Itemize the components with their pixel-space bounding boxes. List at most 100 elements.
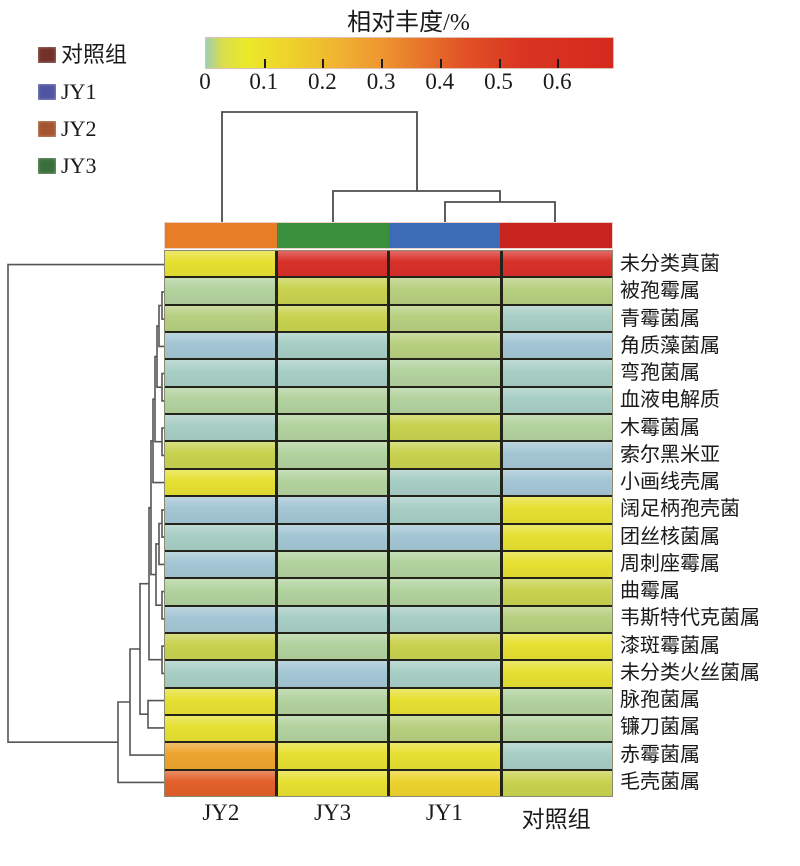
heatmap-cell bbox=[165, 770, 275, 796]
heatmap-cell bbox=[390, 360, 500, 386]
row-label: 赤霉菌属 bbox=[620, 743, 700, 766]
heatmap-cell bbox=[390, 606, 500, 632]
strip-segment-JY2 bbox=[165, 223, 277, 248]
legend-label: JY2 bbox=[61, 116, 97, 141]
colorbar-tick bbox=[263, 59, 266, 68]
legend-swatch bbox=[38, 84, 56, 100]
colorbar-tick bbox=[557, 59, 560, 68]
row-label: 弯孢菌属 bbox=[620, 362, 700, 384]
colorbar-tick bbox=[498, 59, 501, 68]
heatmap-cell bbox=[277, 469, 387, 496]
heatmap-cell bbox=[502, 333, 612, 359]
heatmap-cell bbox=[390, 497, 500, 523]
row-label: 阔足柄孢壳菌 bbox=[620, 498, 740, 521]
strip-segment-JY3 bbox=[276, 223, 389, 248]
heatmap-cell bbox=[165, 360, 275, 386]
heatmap-cell bbox=[277, 579, 387, 605]
heatmap-cell bbox=[390, 442, 500, 468]
heatmap-cell bbox=[502, 415, 612, 441]
colorbar-tick-label: 0.3 bbox=[366, 69, 396, 94]
row-label: 韦斯特代克菌属 bbox=[620, 607, 760, 630]
strip-segment-JY1 bbox=[388, 223, 501, 248]
row-label: 未分类火丝菌属 bbox=[620, 661, 760, 684]
heatmap-cell bbox=[502, 743, 612, 769]
legend-swatch bbox=[38, 47, 56, 63]
heatmap-cell bbox=[165, 387, 275, 414]
legend-swatch bbox=[38, 121, 56, 137]
heatmap-cell bbox=[502, 305, 612, 332]
row-dendrogram bbox=[7, 263, 165, 784]
colorbar-tick-label: 0 bbox=[199, 69, 211, 94]
legend-label: JY1 bbox=[61, 79, 97, 104]
column-label: JY3 bbox=[314, 800, 352, 825]
legend-label: 对照组 bbox=[61, 42, 128, 67]
heatmap-cell bbox=[165, 606, 275, 632]
heatmap-cell bbox=[277, 770, 387, 796]
heatmap-cell bbox=[165, 278, 275, 304]
heatmap-cell bbox=[502, 551, 612, 578]
row-label: 小画线壳属 bbox=[620, 471, 720, 493]
heatmap-cell bbox=[390, 415, 500, 441]
heatmap-cell bbox=[502, 524, 612, 550]
heatmap-cell bbox=[502, 251, 612, 277]
heatmap-cell bbox=[390, 688, 500, 714]
column-label: JY1 bbox=[425, 800, 463, 825]
heatmap-cell bbox=[390, 579, 500, 605]
heatmap-cell bbox=[165, 579, 275, 605]
heatmap-cell bbox=[390, 524, 500, 550]
heatmap-cell bbox=[165, 715, 275, 742]
heatmap-cell bbox=[277, 360, 387, 386]
heatmap-cell bbox=[277, 661, 387, 687]
heatmap-cell bbox=[390, 715, 500, 742]
heatmap-cell bbox=[502, 579, 612, 605]
heatmap-cell bbox=[502, 278, 612, 304]
heatmap-cell bbox=[165, 497, 275, 523]
heatmap-cell bbox=[277, 305, 387, 332]
heatmap-cell bbox=[502, 497, 612, 523]
row-labels: 未分类真菌 被孢霉属 青霉菌属 角质藻菌属 弯孢菌属 血液电解质 木霉菌属 索尔黑米亚 小画线壳… bbox=[620, 251, 798, 796]
colorbar-tick-label: 0.5 bbox=[484, 69, 513, 94]
heatmap-cell bbox=[502, 442, 612, 468]
colorbar-tick-label: 0.4 bbox=[425, 69, 455, 94]
row-label: 漆斑霉菌属 bbox=[620, 634, 720, 657]
heatmap-cell bbox=[165, 743, 275, 769]
colorbar-gradient bbox=[205, 37, 614, 69]
heatmap-cell bbox=[502, 469, 612, 496]
heatmap-cell bbox=[165, 333, 275, 359]
heatmap-cell bbox=[502, 360, 612, 386]
heatmap bbox=[165, 251, 612, 796]
heatmap-cell bbox=[390, 633, 500, 660]
heatmap-cell bbox=[277, 251, 387, 277]
row-label: 未分类真菌 bbox=[620, 253, 720, 275]
heatmap-cell bbox=[165, 661, 275, 687]
heatmap-cell bbox=[390, 770, 500, 796]
heatmap-cell bbox=[277, 606, 387, 632]
heatmap-cell bbox=[277, 387, 387, 414]
heatmap-cell bbox=[277, 442, 387, 468]
colorbar-tick-label: 0.1 bbox=[249, 69, 279, 94]
heatmap-cell bbox=[165, 305, 275, 332]
heatmap-cell bbox=[277, 333, 387, 359]
column-dendrogram bbox=[221, 111, 556, 222]
legend-item: JY1 bbox=[38, 79, 127, 104]
column-label: 对照组 bbox=[521, 807, 591, 832]
colorbar-title: 相对丰度/% bbox=[347, 10, 470, 36]
heatmap-cell bbox=[390, 305, 500, 332]
heatmap-cell bbox=[502, 387, 612, 414]
heatmap-cell bbox=[165, 551, 275, 578]
heatmap-cell bbox=[390, 278, 500, 304]
heatmap-cell bbox=[165, 524, 275, 550]
row-label: 周刺座霉属 bbox=[620, 552, 720, 575]
heatmap-cell bbox=[390, 387, 500, 414]
heatmap-cell bbox=[277, 743, 387, 769]
strip-segment-对照组 bbox=[500, 223, 612, 248]
row-label: 索尔黑米亚 bbox=[620, 443, 720, 466]
row-label: 角质藻菌属 bbox=[620, 334, 720, 357]
heatmap-cell bbox=[390, 469, 500, 496]
heatmap-cell bbox=[277, 524, 387, 550]
heatmap-cell bbox=[277, 278, 387, 304]
heatmap-cell bbox=[165, 415, 275, 441]
row-label: 木霉菌属 bbox=[620, 416, 700, 439]
heatmap-cell bbox=[277, 715, 387, 742]
group-legend: 对照组 JY1 JY2 JY3 bbox=[38, 42, 128, 194]
